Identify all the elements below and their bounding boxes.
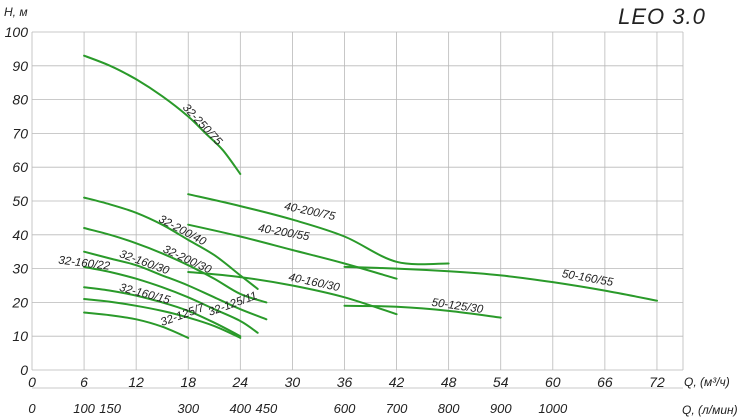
y-tick-label: 0 <box>20 362 28 378</box>
y-tick-label: 10 <box>12 328 28 344</box>
x-tick-label: 0 <box>28 374 36 390</box>
x2-tick-label: 100 <box>73 401 95 416</box>
x-tick-label: 24 <box>232 374 249 390</box>
series-line-32-160-15 <box>83 286 242 338</box>
series-line-50-125-30 <box>343 304 502 319</box>
y-tick-label: 20 <box>11 294 28 310</box>
series-line-32-200-30 <box>83 227 268 304</box>
series-line-40-160-30 <box>187 271 398 316</box>
x2-tick-label: 150 <box>99 401 121 416</box>
y-tick-label: 40 <box>12 227 28 243</box>
x2-tick-label: 400 <box>229 401 251 416</box>
grid <box>31 31 684 389</box>
y-tick-label: 60 <box>12 159 28 175</box>
x2-tick-label: 800 <box>438 401 460 416</box>
x2-axis-label: Q, (л/мин) <box>682 403 738 417</box>
x2-tick-label: 300 <box>177 401 199 416</box>
series-line-32-160-30 <box>83 250 268 321</box>
chart-title: LEO 3.0 <box>618 4 706 29</box>
x-tick-label: 72 <box>649 374 665 390</box>
y-tick-label: 70 <box>12 125 28 141</box>
series-line-32-200-40 <box>83 196 259 290</box>
series-line-40-200-75 <box>187 193 450 266</box>
x-tick-label: 36 <box>337 374 353 390</box>
y-tick-label: 100 <box>5 24 29 40</box>
x2-tick-label: 900 <box>490 401 512 416</box>
y-tick-label: 50 <box>12 193 28 209</box>
series-line-32-125-11 <box>83 298 242 339</box>
series-line-32-250-75 <box>83 54 242 175</box>
x-axis-label: Q, (м³/ч) <box>684 375 730 389</box>
x-tick-label: 12 <box>128 374 144 390</box>
series-line-32-125-7 <box>83 311 190 339</box>
x2-tick-label: 1000 <box>538 401 568 416</box>
x2-tick-label: 600 <box>334 401 356 416</box>
series-line-32-160-22 <box>83 265 259 334</box>
y-tick-label: 80 <box>12 92 28 108</box>
series-line-50-160-55 <box>343 265 658 302</box>
x-tick-label: 42 <box>389 374 405 390</box>
x2-tick-label: 0 <box>28 401 36 416</box>
y-tick-label: 90 <box>12 58 28 74</box>
y-axis-label: H, м <box>4 5 28 19</box>
series-layer <box>83 54 658 339</box>
x-tick-label: 6 <box>80 374 88 390</box>
x-tick-label: 30 <box>285 374 301 390</box>
x-tick-label: 60 <box>545 374 561 390</box>
x-tick-label: 54 <box>493 374 509 390</box>
x-tick-label: 18 <box>180 374 196 390</box>
y-tick-label: 30 <box>12 261 28 277</box>
x2-tick-label: 700 <box>386 401 408 416</box>
x-tick-label: 66 <box>597 374 613 390</box>
x-tick-label: 48 <box>441 374 457 390</box>
x2-tick-label: 450 <box>256 401 278 416</box>
